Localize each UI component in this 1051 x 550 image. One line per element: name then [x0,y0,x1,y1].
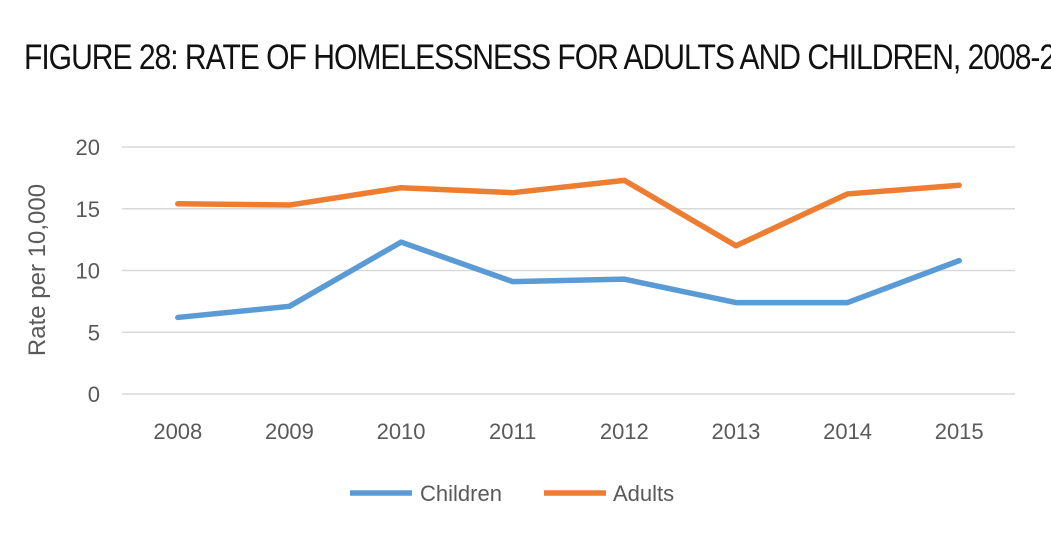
gridlines [122,146,1015,395]
x-tick-label: 2011 [489,419,536,444]
series-lines [175,177,962,321]
series-line-adults [175,177,962,249]
legend-label-children: Children [420,481,502,506]
x-tick-label: 2013 [711,419,760,444]
legend-label-adults: Adults [613,481,674,506]
y-tick-label: 10 [76,259,100,284]
y-tick-label: 0 [88,382,100,407]
x-tick-label: 2008 [153,419,202,444]
y-tick-label: 20 [76,135,100,160]
x-axis-ticks: 2008 2009 2010 2011 2012 2013 2014 2015 [153,419,983,444]
chart-title: FIGURE 28: RATE OF HOMELESSNESS FOR ADUL… [24,38,1051,77]
legend: Children Adults [350,481,674,506]
y-axis-label: Rate per 10,000 [24,184,51,356]
x-tick-label: 2015 [935,419,984,444]
y-axis-ticks: 0 5 10 15 20 [76,135,100,407]
y-tick-label: 5 [88,320,100,345]
x-tick-label: 2014 [823,419,872,444]
x-tick-label: 2012 [600,419,649,444]
y-tick-label: 15 [76,197,100,222]
x-tick-label: 2009 [265,419,314,444]
x-tick-label: 2010 [377,419,426,444]
series-line-children [175,239,962,321]
